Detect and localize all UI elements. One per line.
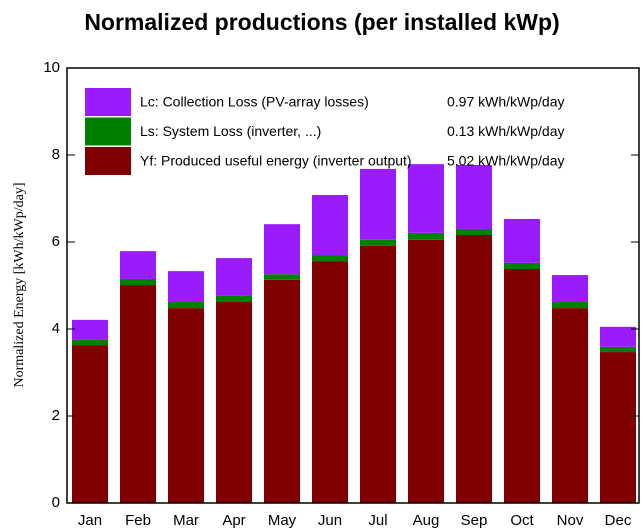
plot-frame bbox=[66, 67, 640, 504]
x-tick-label: Mar bbox=[173, 512, 199, 529]
legend-label: Lc: Collection Loss (PV-array losses) bbox=[140, 94, 369, 110]
bar-segment bbox=[216, 258, 252, 296]
bar-segment bbox=[456, 228, 492, 236]
bar-segment bbox=[600, 352, 636, 503]
legend-swatch bbox=[85, 117, 131, 146]
bar-segment bbox=[264, 224, 300, 275]
bar-segment bbox=[600, 326, 636, 347]
x-tick-label: Sep bbox=[461, 512, 488, 529]
bar-segment bbox=[216, 302, 252, 503]
bar-segment bbox=[168, 308, 204, 503]
bar-segment bbox=[552, 302, 588, 309]
x-tick-label: Oct bbox=[510, 512, 534, 529]
bar-segment bbox=[72, 339, 108, 346]
x-tick-label: Jan bbox=[78, 512, 102, 529]
bar-segment bbox=[168, 271, 204, 303]
bar-segment bbox=[360, 168, 396, 240]
bar-segment bbox=[312, 261, 348, 503]
y-axis-label: Normalized Energy [kWh/kWp/day] bbox=[12, 182, 27, 387]
y-tick-label: 0 bbox=[52, 494, 60, 511]
bar-segment bbox=[600, 346, 636, 353]
y-tick-label: 6 bbox=[52, 233, 60, 250]
legend-value: 5.02 kWh/kWp/day bbox=[447, 153, 565, 169]
bar-segment bbox=[264, 279, 300, 503]
bar-segment bbox=[552, 308, 588, 503]
chart-title: Normalized productions (per installed kW… bbox=[84, 9, 559, 35]
bar-segment bbox=[360, 239, 396, 246]
bar-segment bbox=[264, 274, 300, 280]
bar-segment bbox=[408, 239, 444, 503]
bar-segment bbox=[72, 345, 108, 503]
bar-segment bbox=[312, 255, 348, 262]
bar-segment bbox=[216, 295, 252, 303]
bar-segment bbox=[408, 164, 444, 233]
bar-segment bbox=[120, 285, 156, 503]
legend-value: 0.13 kWh/kWp/day bbox=[447, 123, 565, 139]
bar-segment bbox=[456, 235, 492, 504]
bar-segment bbox=[312, 195, 348, 256]
x-tick-label: Nov bbox=[557, 512, 584, 529]
legend-swatch bbox=[85, 88, 131, 116]
x-tick-label: Jul bbox=[368, 512, 387, 529]
y-tick-label: 4 bbox=[52, 320, 60, 337]
x-tick-label: Aug bbox=[413, 512, 440, 529]
bar-segment bbox=[120, 278, 156, 286]
bar-segment bbox=[360, 245, 396, 504]
x-tick-label: Feb bbox=[125, 512, 151, 529]
y-tick-label: 2 bbox=[52, 407, 60, 424]
bar-segment bbox=[504, 268, 540, 503]
x-tick-label: Apr bbox=[222, 512, 245, 529]
bar-segment bbox=[552, 275, 588, 303]
bar-segment bbox=[408, 232, 444, 240]
legend-label: Ls: System Loss (inverter, ...) bbox=[140, 123, 321, 139]
bar-segment bbox=[504, 262, 540, 269]
legend-swatch bbox=[85, 147, 131, 175]
y-tick-label: 8 bbox=[52, 146, 60, 163]
bar-segment bbox=[504, 218, 540, 263]
bar-segment bbox=[72, 319, 108, 340]
bar-segment bbox=[168, 302, 204, 309]
legend-label: Yf: Produced useful energy (inverter out… bbox=[140, 153, 412, 169]
y-tick-label: 10 bbox=[43, 59, 60, 76]
x-tick-label: Jun bbox=[318, 512, 342, 529]
bar-segment bbox=[456, 165, 492, 229]
legend-value: 0.97 kWh/kWp/day bbox=[447, 94, 565, 110]
x-tick-label: Dec bbox=[605, 512, 632, 529]
bar-segment bbox=[120, 251, 156, 279]
x-tick-label: May bbox=[268, 512, 297, 529]
